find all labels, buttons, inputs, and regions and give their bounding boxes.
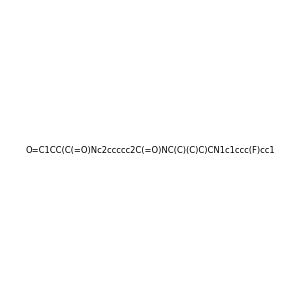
Text: O=C1CC(C(=O)Nc2ccccc2C(=O)NC(C)(C)C)CN1c1ccc(F)cc1: O=C1CC(C(=O)Nc2ccccc2C(=O)NC(C)(C)C)CN1c… [25, 146, 275, 154]
